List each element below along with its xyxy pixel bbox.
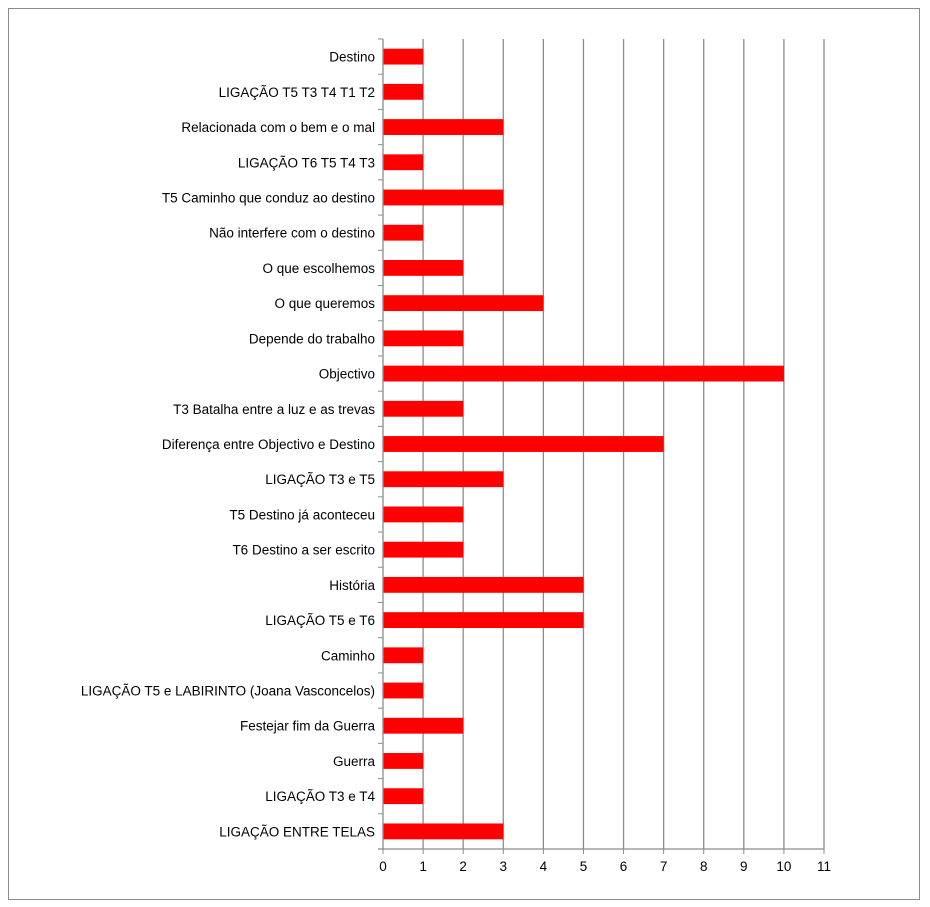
- category-label: LIGAÇÃO T3 e T5: [265, 472, 375, 487]
- category-label: LIGAÇÃO T5 e T6: [265, 613, 375, 628]
- category-label: Não interfere com o destino: [209, 226, 375, 241]
- category-label: O que queremos: [274, 296, 375, 311]
- category-label: Caminho: [321, 648, 375, 663]
- category-label: LIGAÇÃO T6 T5 T4 T3: [238, 155, 375, 170]
- bar: [383, 682, 424, 699]
- bar: [383, 400, 464, 417]
- category-label: Depende do trabalho: [249, 331, 375, 346]
- bar: [383, 154, 424, 171]
- category-label: T3 Batalha entre a luz e as trevas: [173, 402, 375, 417]
- bar: [383, 189, 504, 206]
- category-label: LIGAÇÃO T3 e T4: [265, 789, 375, 804]
- x-tick-label: 0: [379, 859, 387, 874]
- x-tick-label: 11: [817, 859, 831, 874]
- x-tick-label: 4: [540, 859, 548, 874]
- chart-frame: Destino LIGAÇÃO T5 T3 T4 T1 T2 Relacionada…: [8, 8, 920, 900]
- x-tick-label: 10: [776, 859, 791, 874]
- bar: [383, 48, 424, 65]
- category-label: Guerra: [333, 754, 376, 769]
- category-label: Objectivo: [319, 367, 375, 382]
- bar: [383, 365, 784, 382]
- bar: [383, 647, 424, 664]
- category-label: LIGAÇÃO T5 e LABIRINTO (Joana Vasconcelo…: [81, 684, 375, 699]
- category-label: O que escolhemos: [262, 261, 375, 276]
- category-label: Destino: [329, 50, 375, 65]
- bar: [383, 330, 464, 347]
- bar: [383, 471, 504, 488]
- bar: [383, 753, 424, 769]
- category-label: T6 Destino a ser escrito: [232, 543, 375, 558]
- category-label: Festejar fim da Guerra: [240, 719, 376, 734]
- bar: [383, 506, 464, 523]
- bar: [383, 436, 664, 452]
- category-label: Relacionada com o bem e o mal: [181, 120, 375, 135]
- x-tick-label: 3: [500, 859, 508, 874]
- category-label: T5 Caminho que conduz ao destino: [162, 190, 375, 205]
- category-label: História: [329, 578, 375, 593]
- bar: [383, 717, 464, 734]
- bar: [383, 295, 544, 312]
- x-tick-label: 9: [740, 859, 748, 874]
- bar-chart: Destino LIGAÇÃO T5 T3 T4 T1 T2 Relacionada…: [81, 38, 831, 874]
- x-tick-label: 6: [620, 859, 628, 874]
- category-label: T5 Destino já aconteceu: [229, 507, 375, 522]
- bar: [383, 224, 424, 241]
- bar: [383, 612, 584, 629]
- category-label: LIGAÇÃO T5 T3 T4 T1 T2: [219, 85, 375, 100]
- x-tick-label: 8: [700, 859, 708, 874]
- bar: [383, 119, 504, 135]
- bar: [383, 259, 464, 276]
- bar: [383, 541, 464, 558]
- x-tick-label: 1: [419, 859, 427, 874]
- category-label: LIGAÇÃO ENTRE TELAS: [219, 824, 375, 839]
- bar: [383, 83, 424, 100]
- bar: [383, 823, 504, 840]
- x-tick-label: 5: [580, 859, 588, 874]
- bar: [383, 576, 584, 593]
- bar: [383, 788, 424, 805]
- x-tick-label: 2: [459, 859, 467, 874]
- category-label: Diferença entre Objectivo e Destino: [162, 437, 375, 452]
- x-tick-label: 7: [660, 859, 668, 874]
